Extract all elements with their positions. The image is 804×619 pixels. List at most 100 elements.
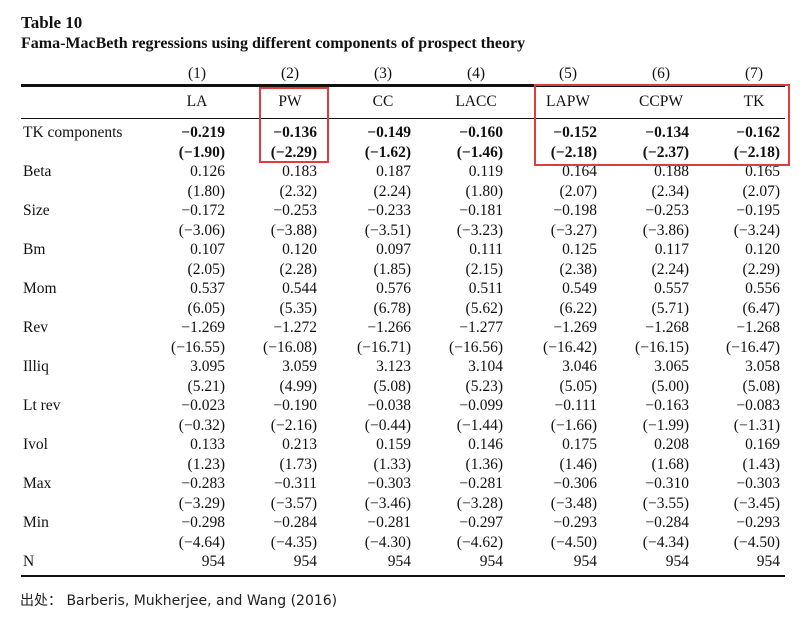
coef-ivol-col1: 0.133 [190,436,225,453]
tstat-min-col3: (−4.30) [364,534,411,551]
tstat-illiq-col1: (5.21) [187,378,225,395]
table-caption: Fama-MacBeth regressions using different… [21,35,526,52]
tstat-lt-rev-col4: (−1.44) [456,417,503,434]
tstat-bm-col3: (1.85) [373,261,411,278]
table-number: Table 10 [21,13,83,32]
coef-ivol-col6: 0.208 [654,436,689,453]
tstat-rev-col6: (−16.15) [635,339,689,356]
n-col1: 954 [201,553,225,570]
coef-min-col2: −0.284 [273,514,317,531]
coef-beta-col5: 0.164 [562,163,597,180]
column-number-3: (3) [373,65,393,82]
coef-rev-col2: −1.272 [273,319,317,336]
tstat-bm-col1: (2.05) [187,261,225,278]
tstat-ivol-col3: (1.33) [373,456,411,473]
coef-mom-col1: 0.537 [190,280,225,297]
coef-beta-col4: 0.119 [468,163,503,180]
tstat-beta-col2: (2.32) [279,183,317,200]
tstat-max-col2: (−3.57) [270,495,317,512]
tstat-tk-components-col4: (−1.46) [456,144,503,161]
tstat-size-col6: (−3.86) [642,222,689,239]
coef-max-col1: −0.283 [181,475,225,492]
row-label-n: N [23,553,35,570]
tstat-mom-col2: (5.35) [279,300,317,317]
column-number-7: (7) [744,65,764,82]
coef-max-col3: −0.303 [367,475,411,492]
column-number-4: (4) [466,65,486,82]
tstat-bm-col2: (2.28) [279,261,317,278]
tstat-bm-col7: (2.29) [742,261,780,278]
tstat-ivol-col5: (1.46) [559,456,597,473]
tstat-lt-rev-col1: (−0.32) [178,417,225,434]
tstat-lt-rev-col5: (−1.66) [550,417,597,434]
coef-size-col5: −0.198 [553,202,597,219]
tstat-tk-components-col2: (−2.29) [270,144,317,161]
tstat-rev-col3: (−16.71) [357,339,411,356]
tstat-size-col1: (−3.06) [178,222,225,239]
coef-bm-col5: 0.125 [562,241,597,258]
tstat-beta-col4: (1.80) [465,183,503,200]
coef-max-col6: −0.310 [645,475,689,492]
coef-max-col4: −0.281 [459,475,503,492]
tstat-rev-col7: (−16.47) [726,339,780,356]
tstat-bm-col5: (2.38) [559,261,597,278]
tstat-mom-col3: (6.78) [373,300,411,317]
tstat-beta-col6: (2.34) [651,183,689,200]
tstat-mom-col4: (5.62) [465,300,503,317]
tstat-rev-col1: (−16.55) [171,339,225,356]
row-label-min: Min [23,514,49,531]
bottom-rule [21,575,785,577]
tstat-tk-components-col3: (−1.62) [364,144,411,161]
row-label-illiq: Illiq [23,358,49,375]
highlight-box-lapw-ccpw-tk [534,84,790,166]
tstat-lt-rev-col6: (−1.99) [642,417,689,434]
coef-tk-components-col6: −0.134 [645,124,689,141]
tstat-ivol-col7: (1.43) [742,456,780,473]
tstat-rev-col4: (−16.56) [449,339,503,356]
tstat-tk-components-col5: (−2.18) [550,144,597,161]
coef-bm-col7: 0.120 [745,241,780,258]
coef-mom-col2: 0.544 [282,280,317,297]
coef-beta-col6: 0.188 [654,163,689,180]
header-rule [21,118,785,119]
row-label-bm: Bm [23,241,46,258]
tstat-beta-col3: (2.24) [373,183,411,200]
coef-lt-rev-col2: −0.190 [273,397,317,414]
tstat-min-col4: (−4.62) [456,534,503,551]
coef-rev-col7: −1.268 [736,319,780,336]
coef-mom-col4: 0.511 [468,280,503,297]
tstat-bm-col4: (2.15) [465,261,503,278]
tstat-min-col1: (−4.64) [178,534,225,551]
tstat-min-col5: (−4.50) [550,534,597,551]
tstat-lt-rev-col7: (−1.31) [733,417,780,434]
coef-lt-rev-col3: −0.038 [367,397,411,414]
row-label-ivol: Ivol [23,436,48,453]
coef-beta-col2: 0.183 [282,163,317,180]
coef-min-col1: −0.298 [181,514,225,531]
tstat-min-col7: (−4.50) [733,534,780,551]
coef-tk-components-col2: −0.136 [273,124,317,141]
tstat-size-col7: (−3.24) [733,222,780,239]
tstat-bm-col6: (2.24) [651,261,689,278]
coef-lt-rev-col7: −0.083 [736,397,780,414]
tstat-max-col6: (−3.55) [642,495,689,512]
tstat-size-col5: (−3.27) [550,222,597,239]
coef-illiq-col7: 3.058 [745,358,780,375]
coef-size-col1: −0.172 [181,202,225,219]
column-header-cc: CC [372,93,394,110]
coef-illiq-col4: 3.104 [468,358,503,375]
tstat-size-col2: (−3.88) [270,222,317,239]
tstat-tk-components-col1: (−1.90) [178,144,225,161]
tstat-beta-col7: (2.07) [742,183,780,200]
tstat-illiq-col3: (5.08) [373,378,411,395]
coef-min-col4: −0.297 [459,514,503,531]
coef-tk-components-col5: −0.152 [553,124,597,141]
column-number-5: (5) [558,65,578,82]
coef-min-col3: −0.281 [367,514,411,531]
coef-bm-col1: 0.107 [190,241,225,258]
column-number-2: (2) [280,65,300,82]
tstat-illiq-col4: (5.23) [465,378,503,395]
coef-max-col5: −0.306 [553,475,597,492]
column-number-1: (1) [187,65,207,82]
